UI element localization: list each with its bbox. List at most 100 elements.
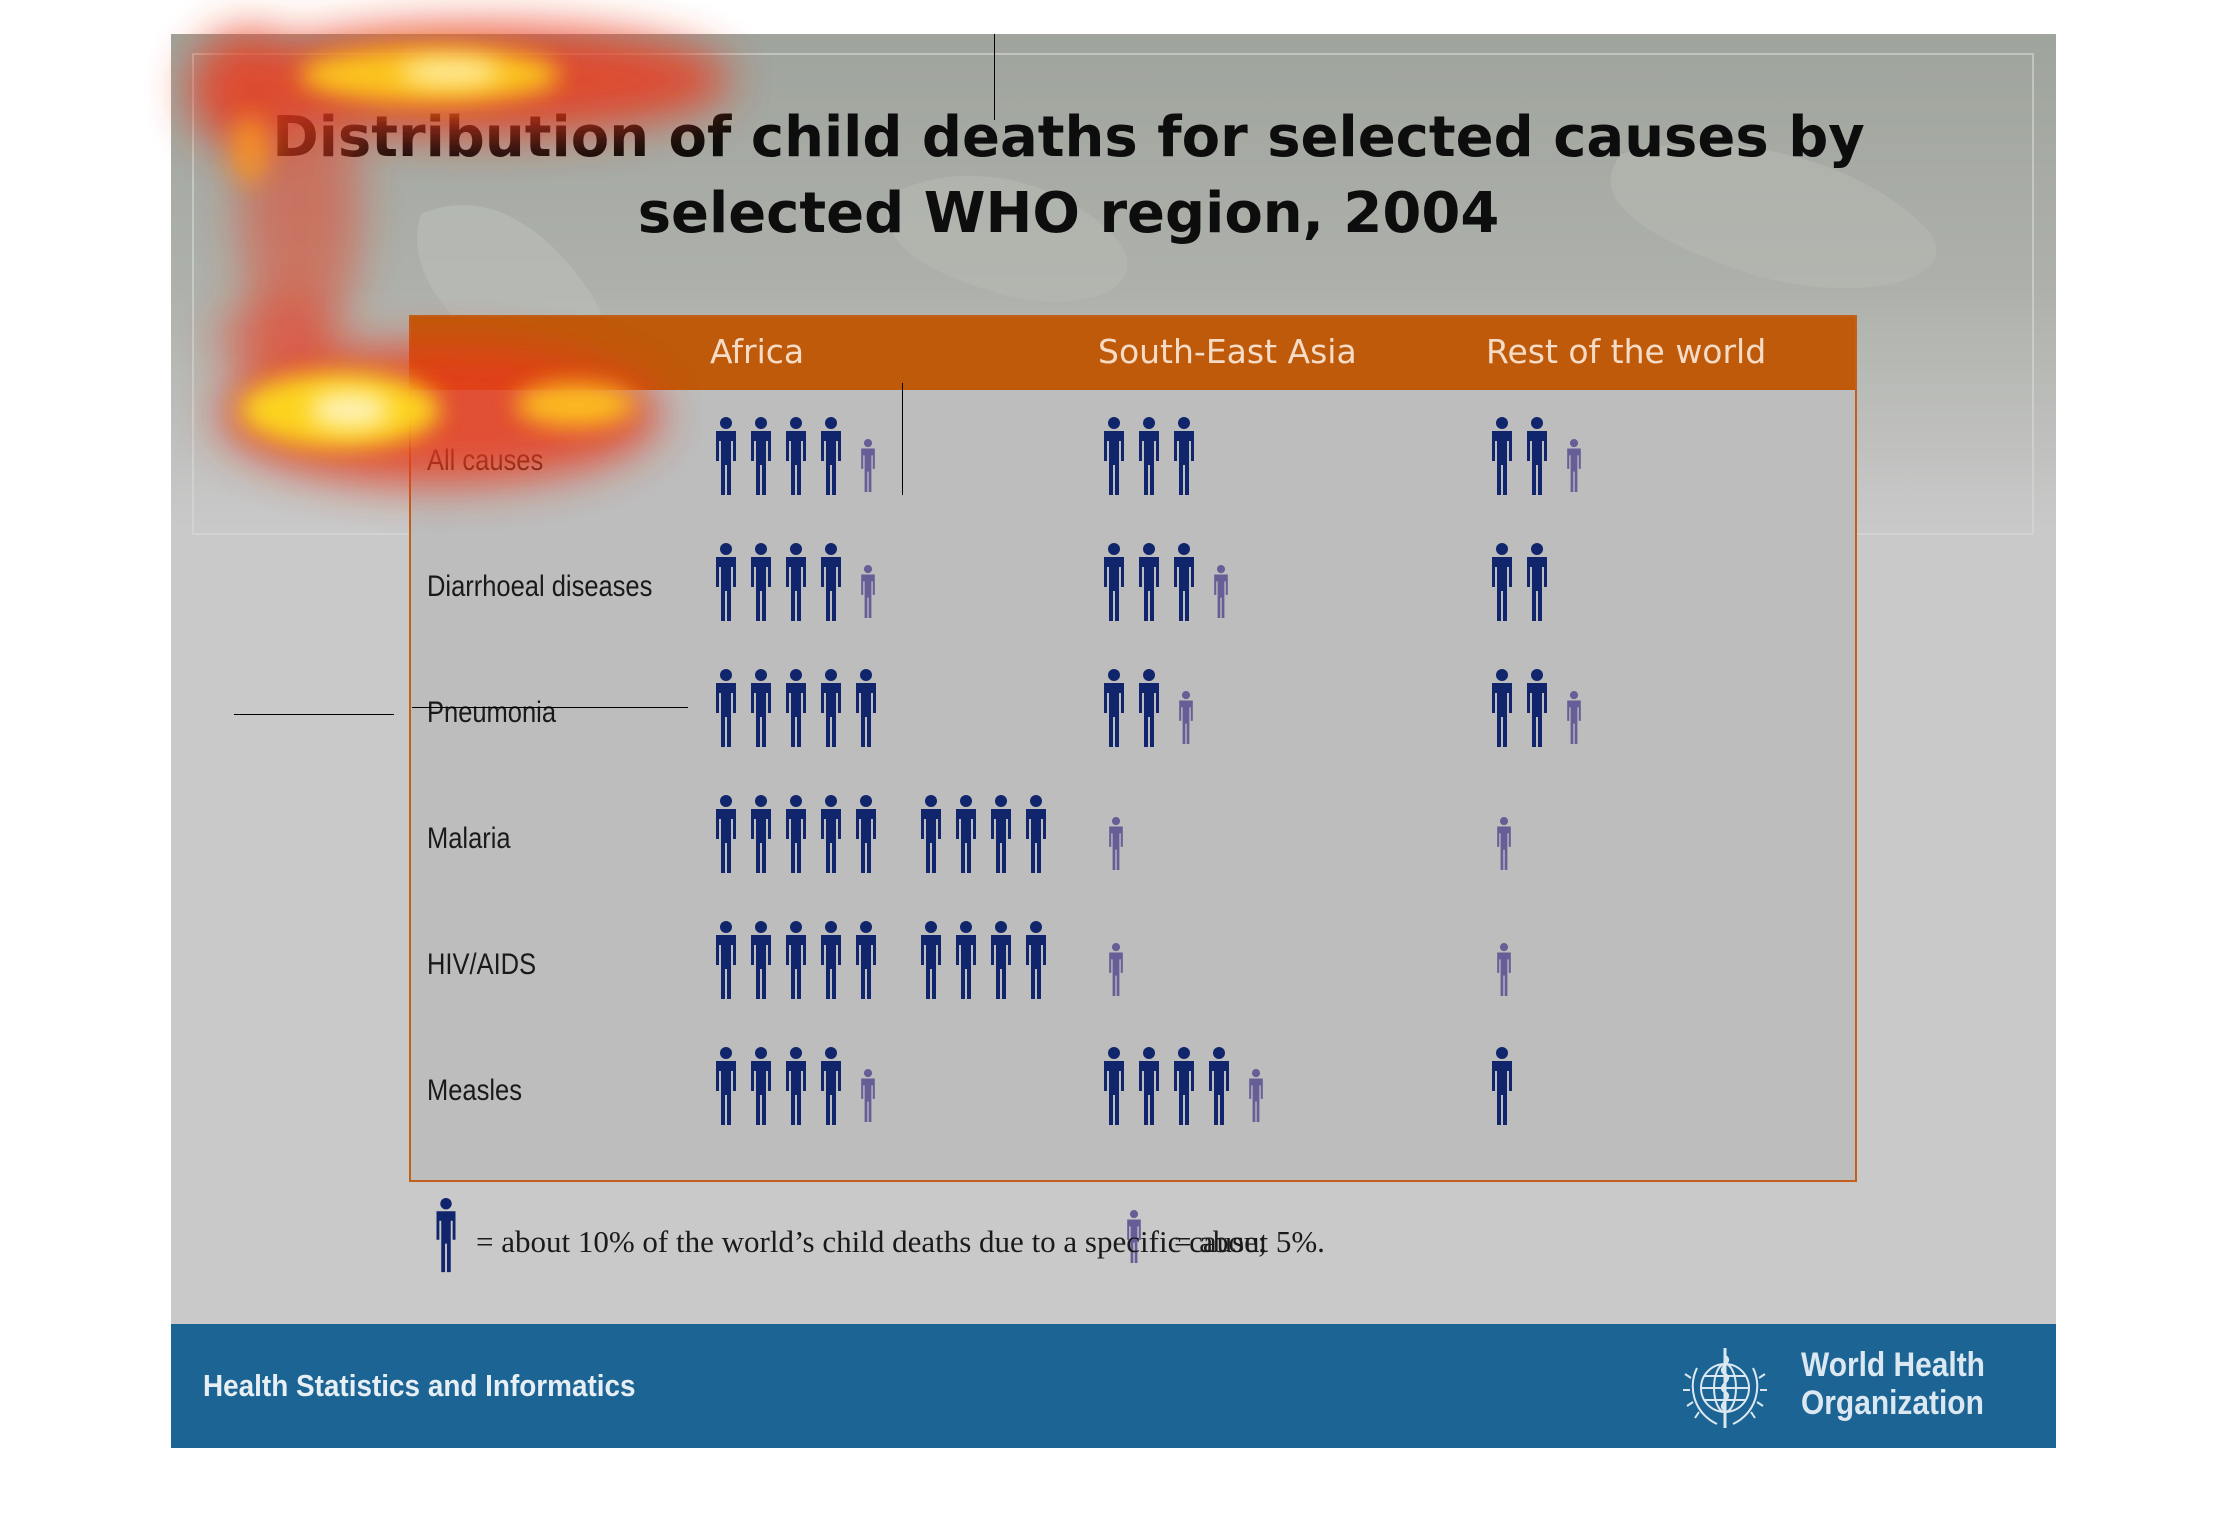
pictogram-all-causes-col0 — [716, 417, 875, 495]
who-name-line-1: World Health — [1801, 1346, 1985, 1384]
pictogram-diarrhoeal-diseases-col2 — [1492, 543, 1547, 621]
title-line-2: selected WHO region, 2004 — [637, 181, 1500, 246]
row-label-malaria: Malaria — [427, 822, 511, 855]
annotation-line-pneumonia — [412, 707, 688, 708]
figure-full-icon — [1492, 1047, 1512, 1125]
figure-full-icon — [1527, 417, 1547, 495]
figure-full-icon — [991, 921, 1011, 999]
legend-half-figure-icon — [1127, 1210, 1141, 1264]
figure-full-icon — [1104, 417, 1124, 495]
figure-full-icon — [751, 669, 771, 747]
figure-half-icon — [861, 1069, 875, 1123]
figure-full-icon — [716, 669, 736, 747]
pictogram-diarrhoeal-diseases-col0 — [716, 543, 875, 621]
annotation-line-left — [234, 714, 394, 715]
figure-half-icon — [1567, 439, 1581, 493]
figure-half-icon — [1567, 691, 1581, 745]
figure-full-icon — [1492, 669, 1512, 747]
figure-half-icon — [1249, 1069, 1263, 1123]
figure-full-icon — [716, 543, 736, 621]
figure-full-icon — [751, 921, 771, 999]
figure-full-icon — [1139, 543, 1159, 621]
figure-full-icon — [1174, 543, 1194, 621]
who-name-line-2: Organization — [1801, 1384, 1984, 1422]
figure-full-icon — [1026, 795, 1046, 873]
row-label-diarrhoeal-diseases: Diarrhoeal diseases — [427, 570, 653, 603]
figure-table: Africa South-East Asia Rest of the world… — [409, 315, 1857, 1182]
figure-full-icon — [786, 669, 806, 747]
figure-full-icon — [1104, 669, 1124, 747]
figure-full-icon — [751, 543, 771, 621]
figure-full-icon — [1527, 669, 1547, 747]
footer-bar: Health Statistics and Informatics World … — [171, 1324, 2056, 1448]
figure-full-icon — [1527, 543, 1547, 621]
pictogram-hiv-aids-col0 — [716, 921, 1046, 999]
figure-full-icon — [821, 1047, 841, 1125]
figure-full-icon — [786, 1047, 806, 1125]
pictogram-pneumonia-col1 — [1104, 669, 1193, 747]
figure-full-icon — [1492, 417, 1512, 495]
row-label-hiv-aids: HIV/AIDS — [427, 948, 537, 981]
figure-full-icon — [921, 921, 941, 999]
figure-full-icon — [821, 795, 841, 873]
figure-full-icon — [786, 921, 806, 999]
figure-full-icon — [786, 417, 806, 495]
pictogram-hiv-aids-col1 — [1109, 943, 1123, 997]
pictogram-malaria-col1 — [1109, 817, 1123, 871]
figure-full-icon — [856, 795, 876, 873]
pictogram-malaria-col0 — [716, 795, 1046, 873]
figure-half-icon — [1109, 817, 1123, 871]
figure-half-icon — [861, 565, 875, 619]
figure-full-icon — [856, 921, 876, 999]
figure-full-icon — [821, 669, 841, 747]
figure-full-icon — [1209, 1047, 1229, 1125]
pictogram-measles-col1 — [1104, 1047, 1263, 1125]
figure-full-icon — [1174, 417, 1194, 495]
figure-half-icon — [1109, 943, 1123, 997]
figure-full-icon — [856, 669, 876, 747]
legend-icons — [436, 1198, 1141, 1273]
pictogram-malaria-col2 — [1497, 817, 1511, 871]
pictogram-measles-col0 — [716, 1047, 875, 1125]
figure-full-icon — [1104, 1047, 1124, 1125]
figure-half-icon — [1179, 691, 1193, 745]
annotation-line-middle — [902, 383, 903, 495]
figure-half-icon — [861, 439, 875, 493]
figure-full-icon — [991, 795, 1011, 873]
title-line-1: Distribution of child deaths for selecte… — [272, 105, 1865, 170]
figure-half-icon — [1214, 565, 1228, 619]
column-header-south-east-asia: South-East Asia — [1098, 332, 1357, 371]
pictogram-measles-col2 — [1492, 1047, 1512, 1125]
figure-full-icon — [821, 921, 841, 999]
figure-full-icon — [956, 921, 976, 999]
figure-full-icon — [821, 417, 841, 495]
footer-department-text: Health Statistics and Informatics — [203, 1368, 636, 1403]
figure-full-icon — [751, 795, 771, 873]
figure-full-icon — [716, 795, 736, 873]
figure-full-icon — [956, 795, 976, 873]
figure-full-icon — [716, 921, 736, 999]
figure-full-icon — [786, 543, 806, 621]
annotation-line-top — [994, 34, 995, 120]
figure-full-icon — [1104, 543, 1124, 621]
figure-half-icon — [1497, 817, 1511, 871]
figure-full-icon — [821, 543, 841, 621]
figure-full-icon — [1139, 1047, 1159, 1125]
pictogram-all-causes-col2 — [1492, 417, 1581, 495]
pictogram-all-causes-col1 — [1104, 417, 1194, 495]
figure-full-icon — [921, 795, 941, 873]
pictogram-hiv-aids-col2 — [1497, 943, 1511, 997]
column-header-rest-of-world: Rest of the world — [1486, 332, 1767, 371]
figure-full-icon — [751, 417, 771, 495]
pictogram-area — [716, 417, 1581, 1125]
column-header-africa: Africa — [710, 332, 805, 371]
figure-full-icon — [716, 417, 736, 495]
row-label-pneumonia: Pneumonia — [427, 696, 557, 729]
pictogram-pneumonia-col2 — [1492, 669, 1581, 747]
legend-full-text: = about 10% of the world’s child deaths … — [476, 1224, 1267, 1259]
legend-full-figure-icon — [436, 1198, 456, 1273]
figure-full-icon — [786, 795, 806, 873]
legend: = about 10% of the world’s child deaths … — [426, 1184, 1726, 1294]
chart-title: Distribution of child deaths for selecte… — [171, 100, 1966, 252]
figure-full-icon — [716, 1047, 736, 1125]
